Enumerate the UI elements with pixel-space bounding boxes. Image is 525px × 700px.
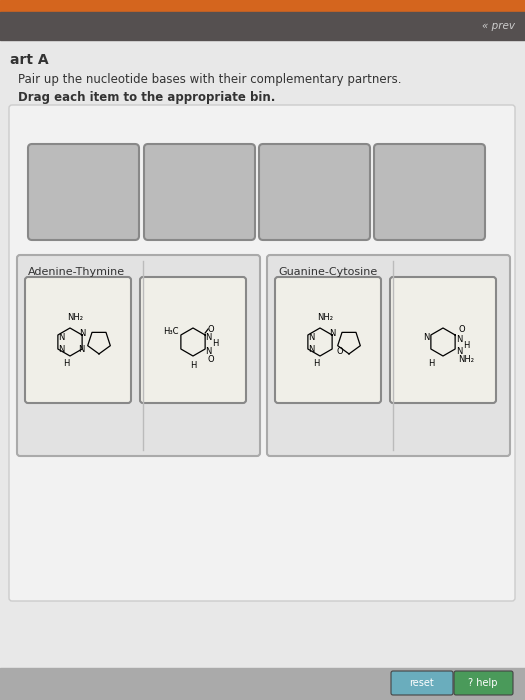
Text: Guanine-Cytosine: Guanine-Cytosine <box>278 267 377 277</box>
Text: ? help: ? help <box>468 678 498 688</box>
Text: NH₂: NH₂ <box>458 356 474 365</box>
Text: Adenine-Thymine: Adenine-Thymine <box>28 267 125 277</box>
Text: O: O <box>337 347 343 356</box>
FancyBboxPatch shape <box>140 277 246 403</box>
Text: O: O <box>459 326 465 335</box>
Bar <box>0 12 525 40</box>
Text: N: N <box>58 332 64 342</box>
Text: H: H <box>313 360 319 368</box>
Text: N: N <box>308 346 314 354</box>
Text: H: H <box>212 340 218 349</box>
Bar <box>0 0 525 12</box>
Text: N: N <box>456 346 462 356</box>
FancyBboxPatch shape <box>25 277 131 403</box>
Text: H₃C: H₃C <box>163 328 179 337</box>
FancyBboxPatch shape <box>390 277 496 403</box>
FancyBboxPatch shape <box>144 144 255 240</box>
Text: H: H <box>428 360 434 368</box>
FancyBboxPatch shape <box>28 144 139 240</box>
Text: N: N <box>308 332 314 342</box>
Text: H: H <box>190 360 196 370</box>
Text: N: N <box>456 335 462 344</box>
Text: art A: art A <box>10 53 49 67</box>
Text: NH₂: NH₂ <box>317 314 333 323</box>
FancyBboxPatch shape <box>9 105 515 601</box>
Text: reset: reset <box>410 678 434 688</box>
Text: O: O <box>208 356 214 365</box>
FancyBboxPatch shape <box>259 144 370 240</box>
Text: N: N <box>423 332 429 342</box>
Text: NH₂: NH₂ <box>67 314 83 323</box>
Text: N: N <box>58 346 64 354</box>
Text: N: N <box>205 346 211 356</box>
FancyBboxPatch shape <box>391 671 453 695</box>
FancyBboxPatch shape <box>17 255 260 456</box>
Text: N: N <box>205 333 211 342</box>
Text: Drag each item to the appropriate bin.: Drag each item to the appropriate bin. <box>18 90 276 104</box>
Text: N: N <box>78 346 84 354</box>
FancyBboxPatch shape <box>374 144 485 240</box>
Text: « prev: « prev <box>482 21 515 31</box>
FancyBboxPatch shape <box>275 277 381 403</box>
FancyBboxPatch shape <box>267 255 510 456</box>
Text: N: N <box>329 330 335 339</box>
FancyBboxPatch shape <box>454 671 513 695</box>
Text: Pair up the nucleotide bases with their complementary partners.: Pair up the nucleotide bases with their … <box>18 74 402 87</box>
Text: H: H <box>63 360 69 368</box>
Text: O: O <box>208 326 214 335</box>
Text: N: N <box>79 330 85 339</box>
Text: H: H <box>463 340 469 349</box>
Bar <box>0 668 525 700</box>
